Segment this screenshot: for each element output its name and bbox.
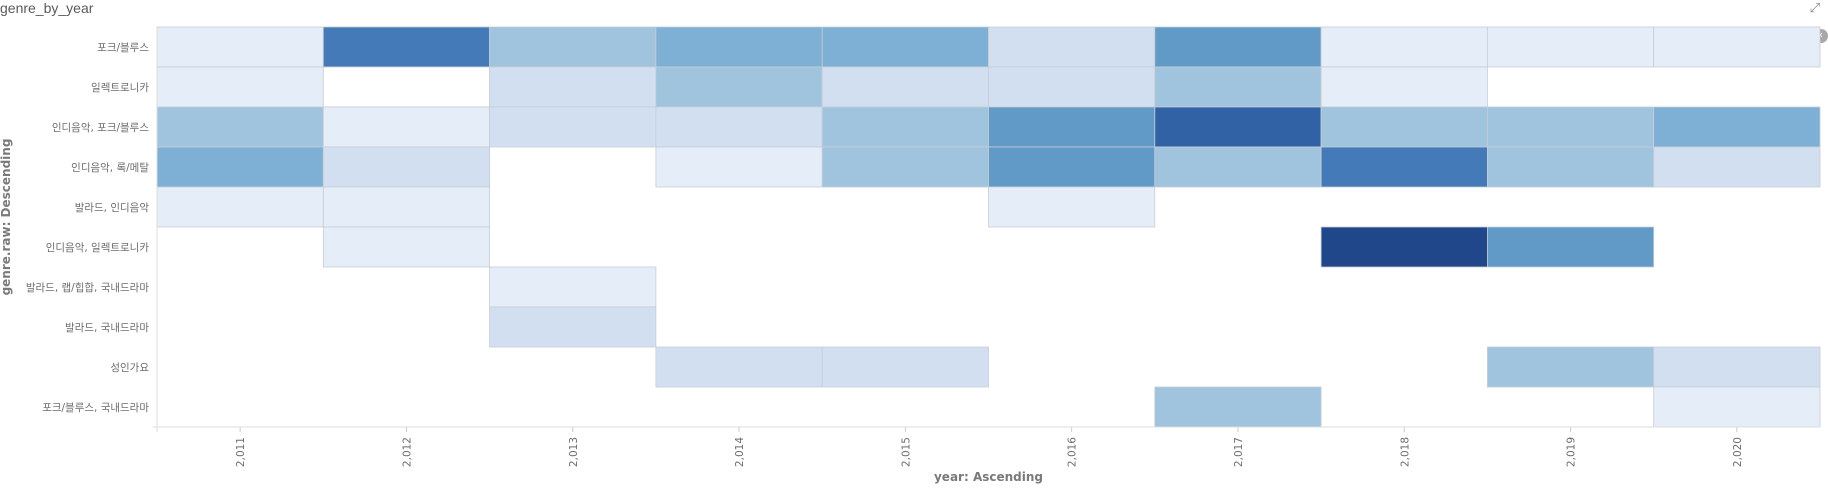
y-tick-label: 성인가요 <box>110 362 149 374</box>
y-axis-title: genre.raw: Descending <box>0 139 13 296</box>
heatmap-cell[interactable] <box>489 306 657 348</box>
heatmap-cell[interactable] <box>988 146 1156 188</box>
heatmap-cell[interactable] <box>156 186 324 228</box>
heatmap-cell[interactable] <box>322 66 490 108</box>
panel-title: genre_by_year <box>0 0 94 16</box>
heatmap-cell[interactable] <box>1653 386 1821 428</box>
heatmap-cell[interactable] <box>1653 26 1821 68</box>
heatmap-cell[interactable] <box>655 346 823 388</box>
heatmap-cell[interactable] <box>988 26 1156 68</box>
x-tick-label: 2,017 <box>1233 437 1245 467</box>
x-tick-label: 2,020 <box>1732 437 1744 467</box>
heatmap-cell[interactable] <box>655 146 823 188</box>
y-tick-label: 일렉트로니카 <box>91 81 149 94</box>
heatmap-cell[interactable] <box>1487 26 1655 68</box>
heatmap-cell[interactable] <box>988 186 1156 228</box>
heatmap-cell[interactable] <box>1154 66 1322 108</box>
x-tick-label: 2,012 <box>401 437 413 467</box>
y-tick-label: 포크/블루스, 국내드라마 <box>42 402 149 414</box>
heatmap-cell[interactable] <box>655 66 823 108</box>
heatmap-cell[interactable] <box>322 146 490 188</box>
heatmap-cell[interactable] <box>489 266 657 308</box>
heatmap-cell[interactable] <box>821 146 989 188</box>
x-tick-label: 2,015 <box>900 437 912 467</box>
heatmap-cell[interactable] <box>1487 106 1655 148</box>
x-tick-label: 2,019 <box>1566 437 1578 467</box>
heatmap-cell[interactable] <box>156 106 324 148</box>
x-tick-label: 2,016 <box>1067 437 1079 467</box>
heatmap-cell[interactable] <box>988 66 1156 108</box>
heatmap-cell[interactable] <box>156 26 324 68</box>
heatmap-cell[interactable] <box>156 66 324 108</box>
x-axis-title: year: Ascending <box>934 470 1043 484</box>
heatmap-cell[interactable] <box>655 106 823 148</box>
heatmap-cell[interactable] <box>1320 106 1488 148</box>
heatmap-cell[interactable] <box>322 186 490 228</box>
heatmap-cell[interactable] <box>156 146 324 188</box>
heatmap-cell[interactable] <box>821 346 989 388</box>
heatmap-cell[interactable] <box>1320 66 1488 108</box>
x-axis-labels: 2,011 2,012 2,013 2,014 2,015 2,016 2,017 2,018… <box>235 427 1744 467</box>
heatmap-cell[interactable] <box>489 106 657 148</box>
y-tick-label: 인디음악, 일렉트로니카 <box>46 241 150 254</box>
heatmap-cell[interactable] <box>322 106 490 148</box>
y-tick-label: 인디음악, 록/메탈 <box>71 161 149 174</box>
heatmap-cell[interactable] <box>1653 146 1821 188</box>
heatmap-cell[interactable] <box>1653 106 1821 148</box>
y-tick-label: 인디음악, 포크/블루스 <box>52 122 149 134</box>
heatmap-cell[interactable] <box>1487 226 1655 268</box>
heatmap-cell[interactable] <box>1320 146 1488 188</box>
heatmap-cell[interactable] <box>1487 146 1655 188</box>
heatmap-cell[interactable] <box>322 226 490 268</box>
x-tick-label: 2,014 <box>734 437 746 467</box>
x-tick-label: 2,013 <box>568 437 580 467</box>
heatmap-cell[interactable] <box>1487 346 1655 388</box>
heatmap-cell[interactable] <box>821 66 989 108</box>
x-tick-label: 2,018 <box>1399 437 1411 467</box>
heatmap-cell[interactable] <box>489 26 657 68</box>
heatmap-cell[interactable] <box>1154 106 1322 148</box>
expand-icon[interactable]: ⤢ <box>1809 1 1820 16</box>
heatmap-cell[interactable] <box>322 26 490 68</box>
heatmap-cell[interactable] <box>821 26 989 68</box>
heatmap-cell[interactable] <box>655 26 823 68</box>
heatmap-cell[interactable] <box>1154 146 1322 188</box>
heatmap-cells <box>156 26 1821 428</box>
heatmap-cell[interactable] <box>821 106 989 148</box>
heatmap-cell[interactable] <box>1653 346 1821 388</box>
x-tick-label: 2,011 <box>235 437 247 467</box>
heatmap-cell[interactable] <box>988 106 1156 148</box>
heatmap-cell[interactable] <box>1154 386 1322 428</box>
heatmap-cell[interactable] <box>489 66 657 108</box>
y-tick-label: 포크/블루스 <box>97 42 149 54</box>
y-tick-label: 발라드, 랩/힙합, 국내드라마 <box>26 282 149 294</box>
heatmap-cell[interactable] <box>1320 226 1488 268</box>
heatmap-cell[interactable] <box>1320 26 1488 68</box>
y-tick-label: 발라드, 인디음악 <box>75 202 150 214</box>
heatmap-cell[interactable] <box>1154 26 1322 68</box>
y-tick-label: 발라드, 국내드라마 <box>65 322 149 334</box>
